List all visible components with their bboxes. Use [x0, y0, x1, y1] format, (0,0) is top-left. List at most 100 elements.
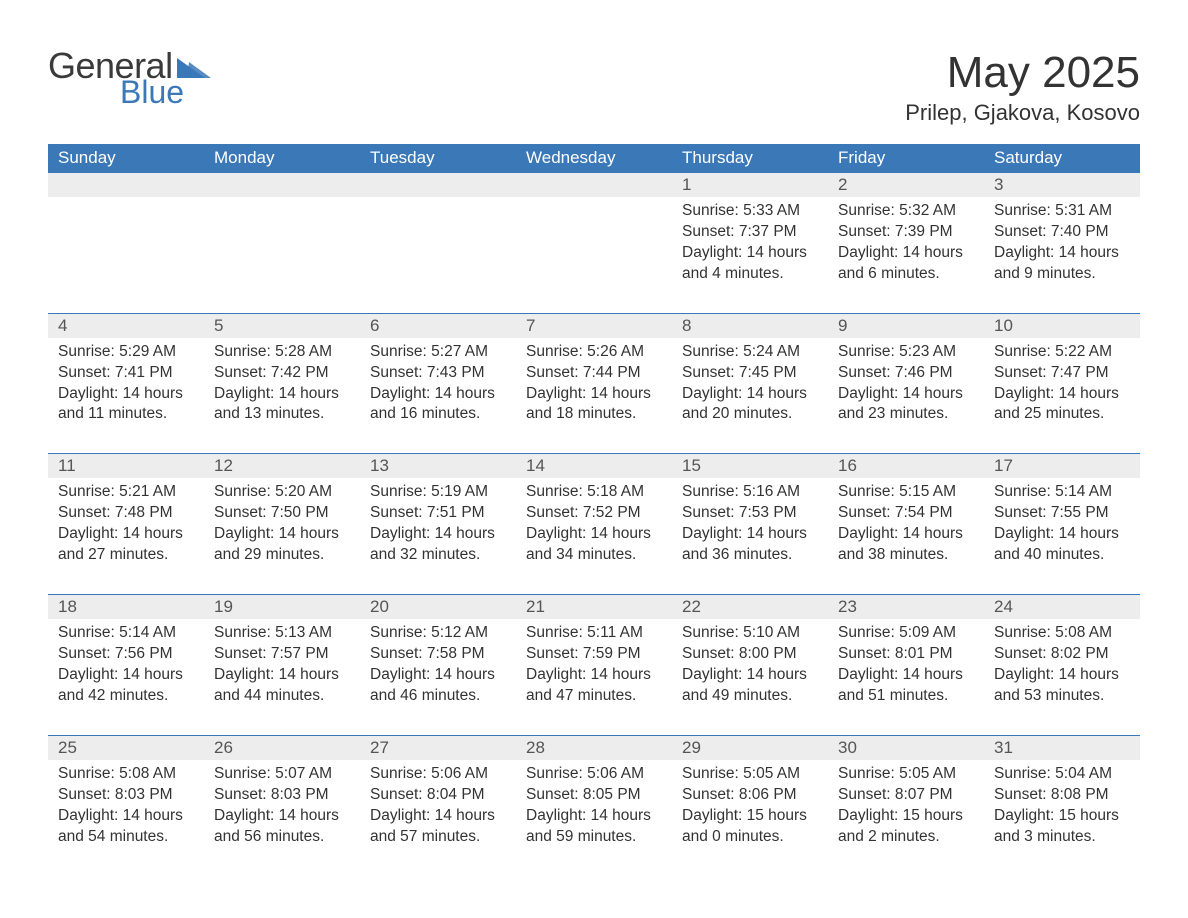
sunrise-line: Sunrise: 5:06 AM	[370, 764, 506, 785]
page-header: General Blue May 2025 Prilep, Gjakova, K…	[48, 48, 1140, 134]
day-detail-cell: Sunrise: 5:29 AMSunset: 7:41 PMDaylight:…	[48, 338, 204, 454]
sunrise-line: Sunrise: 5:21 AM	[58, 482, 194, 503]
daylight-line: Daylight: 14 hours and 56 minutes.	[214, 806, 350, 848]
daylight-line: Daylight: 14 hours and 34 minutes.	[526, 524, 662, 566]
day-detail-cell: Sunrise: 5:09 AMSunset: 8:01 PMDaylight:…	[828, 619, 984, 735]
day-detail-cell: Sunrise: 5:13 AMSunset: 7:57 PMDaylight:…	[204, 619, 360, 735]
day-detail-cell: Sunrise: 5:19 AMSunset: 7:51 PMDaylight:…	[360, 478, 516, 594]
day-number-row: 25262728293031	[48, 736, 1140, 760]
daylight-line: Daylight: 14 hours and 36 minutes.	[682, 524, 818, 566]
sunset-line: Sunset: 8:01 PM	[838, 644, 974, 665]
sunset-line: Sunset: 7:47 PM	[994, 363, 1130, 384]
sunrise-line: Sunrise: 5:14 AM	[58, 623, 194, 644]
sunset-line: Sunset: 7:50 PM	[214, 503, 350, 524]
daylight-line: Daylight: 14 hours and 13 minutes.	[214, 384, 350, 426]
daylight-line: Daylight: 14 hours and 42 minutes.	[58, 665, 194, 707]
sunrise-line: Sunrise: 5:07 AM	[214, 764, 350, 785]
sunset-line: Sunset: 7:58 PM	[370, 644, 506, 665]
day-detail-cell: Sunrise: 5:04 AMSunset: 8:08 PMDaylight:…	[984, 760, 1140, 876]
sunrise-line: Sunrise: 5:04 AM	[994, 764, 1130, 785]
day-number-row: 18192021222324	[48, 595, 1140, 619]
day-number-cell: 7	[516, 314, 672, 338]
sunset-line: Sunset: 7:44 PM	[526, 363, 662, 384]
day-number-cell: 1	[672, 173, 828, 197]
day-detail-cell: Sunrise: 5:31 AMSunset: 7:40 PMDaylight:…	[984, 197, 1140, 313]
daylight-line: Daylight: 14 hours and 49 minutes.	[682, 665, 818, 707]
day-number-cell: 25	[48, 736, 204, 760]
sunset-line: Sunset: 7:52 PM	[526, 503, 662, 524]
day-number-row: 123	[48, 173, 1140, 197]
sunrise-line: Sunrise: 5:10 AM	[682, 623, 818, 644]
day-detail-cell: Sunrise: 5:16 AMSunset: 7:53 PMDaylight:…	[672, 478, 828, 594]
day-number-cell: 17	[984, 454, 1140, 478]
day-number-cell	[360, 173, 516, 197]
sunrise-line: Sunrise: 5:11 AM	[526, 623, 662, 644]
daylight-line: Daylight: 14 hours and 11 minutes.	[58, 384, 194, 426]
daylight-line: Daylight: 14 hours and 32 minutes.	[370, 524, 506, 566]
day-detail-cell: Sunrise: 5:21 AMSunset: 7:48 PMDaylight:…	[48, 478, 204, 594]
day-detail-row: Sunrise: 5:21 AMSunset: 7:48 PMDaylight:…	[48, 478, 1140, 594]
sunrise-line: Sunrise: 5:14 AM	[994, 482, 1130, 503]
day-detail-cell: Sunrise: 5:07 AMSunset: 8:03 PMDaylight:…	[204, 760, 360, 876]
day-number-row: 11121314151617	[48, 454, 1140, 478]
sunset-line: Sunset: 7:59 PM	[526, 644, 662, 665]
sunset-line: Sunset: 7:46 PM	[838, 363, 974, 384]
sunset-line: Sunset: 7:40 PM	[994, 222, 1130, 243]
day-header: Friday	[828, 144, 984, 173]
day-detail-cell: Sunrise: 5:11 AMSunset: 7:59 PMDaylight:…	[516, 619, 672, 735]
day-number-cell: 19	[204, 595, 360, 619]
day-header: Thursday	[672, 144, 828, 173]
page-title: May 2025	[905, 48, 1140, 98]
daylight-line: Daylight: 14 hours and 47 minutes.	[526, 665, 662, 707]
day-detail-row: Sunrise: 5:29 AMSunset: 7:41 PMDaylight:…	[48, 338, 1140, 454]
day-detail-cell: Sunrise: 5:18 AMSunset: 7:52 PMDaylight:…	[516, 478, 672, 594]
sunset-line: Sunset: 8:00 PM	[682, 644, 818, 665]
daylight-line: Daylight: 14 hours and 51 minutes.	[838, 665, 974, 707]
day-number-cell: 5	[204, 314, 360, 338]
daylight-line: Daylight: 15 hours and 3 minutes.	[994, 806, 1130, 848]
brand-logo: General Blue	[48, 48, 211, 108]
sunset-line: Sunset: 7:43 PM	[370, 363, 506, 384]
daylight-line: Daylight: 14 hours and 25 minutes.	[994, 384, 1130, 426]
sunset-line: Sunset: 8:03 PM	[214, 785, 350, 806]
sunset-line: Sunset: 8:08 PM	[994, 785, 1130, 806]
day-number-cell: 26	[204, 736, 360, 760]
sunrise-line: Sunrise: 5:06 AM	[526, 764, 662, 785]
daylight-line: Daylight: 14 hours and 29 minutes.	[214, 524, 350, 566]
sunrise-line: Sunrise: 5:15 AM	[838, 482, 974, 503]
daylight-line: Daylight: 14 hours and 54 minutes.	[58, 806, 194, 848]
sunrise-line: Sunrise: 5:12 AM	[370, 623, 506, 644]
sunrise-line: Sunrise: 5:27 AM	[370, 342, 506, 363]
day-number-cell: 4	[48, 314, 204, 338]
daylight-line: Daylight: 15 hours and 0 minutes.	[682, 806, 818, 848]
day-number-cell: 20	[360, 595, 516, 619]
sunrise-line: Sunrise: 5:20 AM	[214, 482, 350, 503]
day-detail-cell: Sunrise: 5:20 AMSunset: 7:50 PMDaylight:…	[204, 478, 360, 594]
daylight-line: Daylight: 14 hours and 59 minutes.	[526, 806, 662, 848]
day-detail-cell: Sunrise: 5:10 AMSunset: 8:00 PMDaylight:…	[672, 619, 828, 735]
sunset-line: Sunset: 7:37 PM	[682, 222, 818, 243]
day-detail-cell	[516, 197, 672, 313]
day-header: Sunday	[48, 144, 204, 173]
day-number-cell: 12	[204, 454, 360, 478]
day-number-cell	[48, 173, 204, 197]
day-detail-row: Sunrise: 5:14 AMSunset: 7:56 PMDaylight:…	[48, 619, 1140, 735]
sunset-line: Sunset: 7:55 PM	[994, 503, 1130, 524]
day-number-row: 45678910	[48, 314, 1140, 338]
day-number-cell: 23	[828, 595, 984, 619]
day-detail-cell: Sunrise: 5:08 AMSunset: 8:03 PMDaylight:…	[48, 760, 204, 876]
daylight-line: Daylight: 14 hours and 46 minutes.	[370, 665, 506, 707]
day-number-cell: 2	[828, 173, 984, 197]
title-block: May 2025 Prilep, Gjakova, Kosovo	[905, 48, 1140, 134]
day-number-cell: 14	[516, 454, 672, 478]
day-detail-cell: Sunrise: 5:08 AMSunset: 8:02 PMDaylight:…	[984, 619, 1140, 735]
day-detail-cell: Sunrise: 5:22 AMSunset: 7:47 PMDaylight:…	[984, 338, 1140, 454]
day-number-cell	[204, 173, 360, 197]
daylight-line: Daylight: 14 hours and 57 minutes.	[370, 806, 506, 848]
day-detail-cell: Sunrise: 5:32 AMSunset: 7:39 PMDaylight:…	[828, 197, 984, 313]
sunset-line: Sunset: 8:06 PM	[682, 785, 818, 806]
sunset-line: Sunset: 7:57 PM	[214, 644, 350, 665]
sunset-line: Sunset: 7:42 PM	[214, 363, 350, 384]
sunset-line: Sunset: 8:03 PM	[58, 785, 194, 806]
day-number-cell: 16	[828, 454, 984, 478]
